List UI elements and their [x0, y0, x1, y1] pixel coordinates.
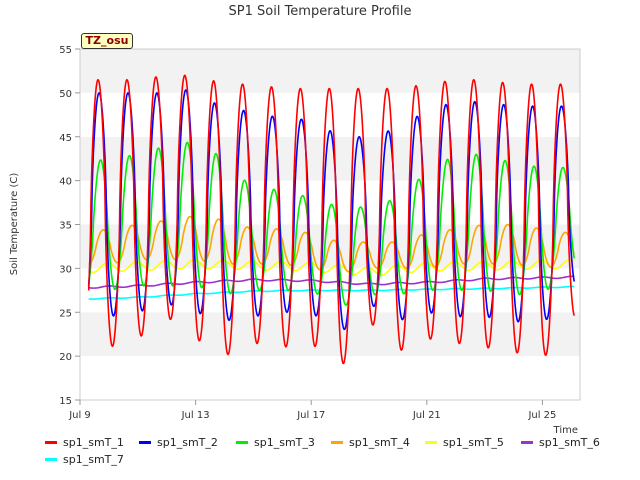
legend-item: sp1_smT_1 [45, 436, 124, 449]
legend-item: sp1_smT_3 [236, 436, 315, 449]
legend-swatch [45, 458, 57, 461]
legend-item: sp1_smT_5 [425, 436, 504, 449]
timezone-badge: TZ_osu [81, 33, 133, 49]
series-layer [87, 74, 576, 365]
y-axis-title: Soil Temperature (C) [9, 173, 20, 276]
series-line-sp1_smT_5 [88, 258, 575, 276]
legend-label: sp1_smT_1 [63, 436, 124, 449]
grid-band [80, 312, 580, 357]
legend-label: sp1_smT_4 [349, 436, 410, 449]
legend-label: sp1_smT_6 [539, 436, 600, 449]
legend-label: sp1_smT_2 [157, 436, 218, 449]
legend-label: sp1_smT_7 [63, 453, 124, 466]
legend-swatch [331, 441, 343, 444]
grid-band [80, 356, 580, 400]
y-tick-label: 40 [59, 177, 72, 188]
y-tick-label: 35 [59, 221, 72, 232]
y-tick-label: 50 [59, 89, 72, 100]
y-tick-label: 25 [59, 308, 72, 319]
grid-band [80, 92, 580, 137]
legend-item: sp1_smT_6 [521, 436, 600, 449]
x-tick-label: Jul 17 [296, 410, 325, 421]
y-tick-label: 15 [59, 396, 72, 407]
y-tick-label: 30 [59, 264, 72, 275]
chart-title: SP1 Soil Temperature Profile [229, 4, 412, 19]
series-line-sp1_smT_4 [88, 215, 575, 273]
x-tick-label: Jul 9 [68, 410, 91, 421]
legend-swatch [45, 441, 57, 444]
legend-swatch [425, 441, 437, 444]
legend-label: sp1_smT_5 [443, 436, 504, 449]
y-tick-label: 20 [59, 352, 72, 363]
series-line-sp1_smT_1 [87, 74, 575, 365]
x-tick-label: Jul 13 [181, 410, 210, 421]
legend-label: sp1_smT_3 [254, 436, 315, 449]
legend-item: sp1_smT_7 [45, 453, 124, 466]
x-tick-label: Jul 25 [527, 410, 556, 421]
x-tick-label: Jul 21 [412, 410, 441, 421]
y-axis: 15 20 25 30 35 40 45 50 55 [59, 45, 80, 407]
grid-band [80, 49, 580, 93]
legend-item: sp1_smT_4 [331, 436, 410, 449]
legend-swatch [521, 441, 533, 444]
y-tick-label: 45 [59, 133, 72, 144]
legend-swatch [236, 441, 248, 444]
legend-item: sp1_smT_2 [139, 436, 218, 449]
grid-band [80, 180, 580, 225]
y-tick-label: 55 [59, 45, 72, 56]
x-axis: Jul 9 Jul 13 Jul 17 Jul 21 Jul 25 [68, 400, 556, 421]
x-axis-title: Time [553, 425, 578, 436]
legend-swatch [139, 441, 151, 444]
